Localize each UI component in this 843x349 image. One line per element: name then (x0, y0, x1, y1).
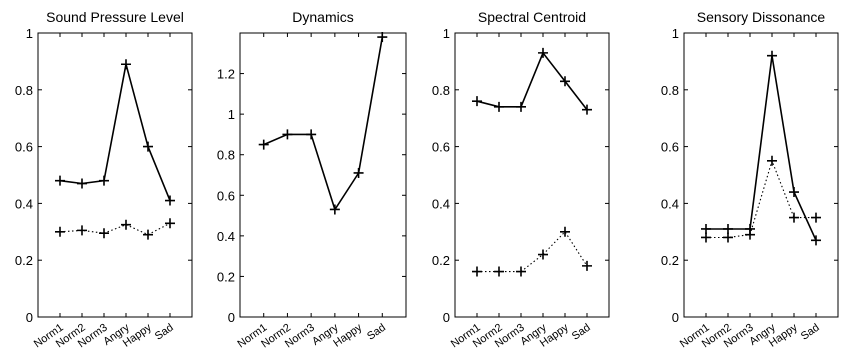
data-point-plus-marker (121, 219, 131, 230)
data-point-plus-marker (77, 178, 87, 189)
series-line-dotted (477, 230, 588, 273)
data-point-plus-marker (582, 104, 592, 115)
data-point-plus-marker (143, 141, 153, 152)
x-tick-label: Sad (153, 322, 176, 343)
data-point-plus-marker (516, 101, 526, 112)
data-point-plus-marker (165, 195, 175, 206)
data-point-plus-marker (258, 139, 269, 150)
y-tick-label: 0.2 (432, 253, 450, 268)
x-tick-label: Sad (365, 322, 388, 343)
chart-panel-2: Dynamics00.20.40.60.811.2Norm1Norm2Norm3… (217, 9, 407, 349)
data-point-plus-marker (55, 175, 65, 186)
series-line-dotted (706, 159, 816, 239)
data-point-plus-marker (494, 101, 504, 112)
y-tick-label: 1 (443, 26, 450, 41)
y-tick-label: 0 (443, 310, 450, 325)
x-tick-label: Sad (799, 322, 822, 343)
y-tick-label: 0.2 (661, 253, 679, 268)
y-tick-label: 0.4 (661, 196, 679, 211)
data-point-plus-marker (165, 218, 175, 229)
y-tick-label: 0.2 (217, 269, 235, 284)
y-tick-label: 0.8 (432, 83, 450, 98)
y-tick-label: 0.4 (15, 196, 33, 211)
data-point-plus-marker (329, 204, 340, 215)
y-tick-label: 0 (672, 310, 679, 325)
data-point-plus-marker (811, 212, 821, 223)
y-tick-label: 1.2 (217, 67, 235, 82)
plot-frame (37, 32, 193, 318)
data-point-plus-marker (723, 232, 733, 243)
data-point-plus-marker (99, 228, 109, 239)
plot-frame (454, 32, 610, 318)
series-line-solid (59, 63, 171, 201)
data-point-plus-marker (538, 47, 548, 58)
plot-frame (683, 32, 839, 318)
y-tick-label: 0 (26, 310, 33, 325)
data-point-plus-marker (582, 260, 592, 271)
data-point-plus-marker (306, 129, 317, 140)
data-point-plus-marker (723, 223, 733, 234)
y-tick-label: 0.2 (15, 253, 33, 268)
data-point-plus-marker (353, 167, 364, 178)
data-point-plus-marker (767, 155, 777, 166)
data-point-plus-marker (494, 266, 504, 277)
data-point-plus-marker (701, 232, 711, 243)
data-point-plus-marker (745, 229, 755, 240)
data-point-plus-marker (560, 226, 570, 237)
series-line-solid (706, 55, 817, 241)
data-point-plus-marker (789, 187, 799, 198)
data-point-plus-marker (377, 32, 388, 43)
chart-title: Spectral Centroid (478, 9, 586, 25)
y-tick-label: 1 (672, 26, 679, 41)
y-tick-label: 0.6 (15, 140, 33, 155)
data-point-plus-marker (472, 266, 482, 277)
data-point-plus-marker (767, 50, 777, 61)
y-tick-label: 1 (26, 26, 33, 41)
y-tick-label: 0 (228, 310, 235, 325)
y-tick-label: 0.6 (661, 140, 679, 155)
data-point-plus-marker (99, 175, 109, 186)
data-point-plus-marker (701, 223, 711, 234)
chart-title: Dynamics (292, 9, 353, 25)
data-point-plus-marker (516, 266, 526, 277)
y-tick-label: 0.4 (217, 229, 235, 244)
data-point-plus-marker (282, 129, 293, 140)
data-point-plus-marker (789, 212, 799, 223)
chart-panel-4: Sensory Dissonance00.20.40.60.81Norm1Nor… (661, 9, 839, 349)
data-point-plus-marker (143, 229, 153, 240)
data-point-plus-marker (560, 76, 570, 87)
data-point-plus-marker (77, 225, 87, 236)
data-point-plus-marker (811, 235, 821, 246)
y-tick-label: 0.8 (661, 83, 679, 98)
y-tick-label: 0.8 (217, 148, 235, 163)
data-point-plus-marker (121, 59, 131, 70)
data-point-plus-marker (55, 226, 65, 237)
series-line-solid (263, 36, 384, 212)
series-line-solid (476, 51, 588, 111)
y-tick-label: 0.8 (15, 83, 33, 98)
chart-title: Sound Pressure Level (46, 9, 184, 25)
plot-frame (239, 32, 407, 318)
chart-panel-3: Spectral Centroid00.20.40.60.81Norm1Norm… (432, 9, 610, 349)
data-point-plus-marker (538, 249, 548, 260)
y-tick-label: 0.4 (432, 196, 450, 211)
chart-panel-1: Sound Pressure Level00.20.40.60.81Norm1N… (15, 9, 193, 349)
y-tick-label: 0.6 (432, 140, 450, 155)
y-tick-label: 1 (228, 107, 235, 122)
chart-title: Sensory Dissonance (697, 9, 826, 25)
y-tick-label: 0.6 (217, 188, 235, 203)
series-line-dotted (59, 222, 171, 236)
data-point-plus-marker (472, 96, 482, 107)
x-tick-label: Sad (570, 322, 593, 343)
